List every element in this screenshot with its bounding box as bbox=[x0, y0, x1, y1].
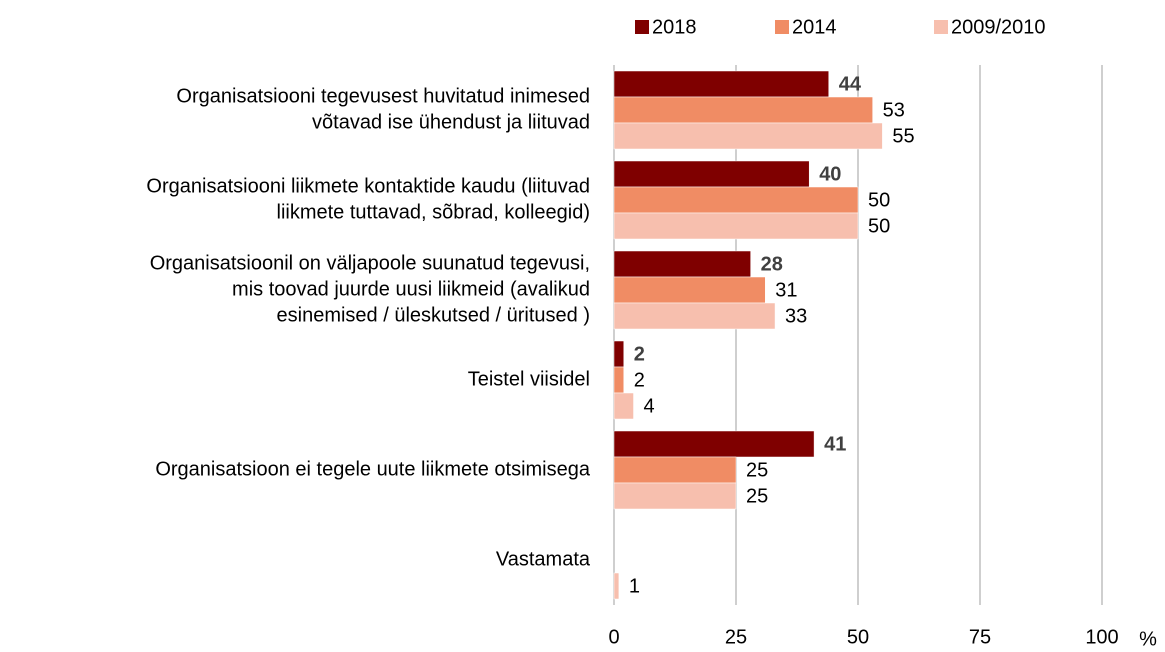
legend-swatch bbox=[775, 20, 789, 34]
category-label: Organisatsiooni tegevusest huvitatud ini… bbox=[176, 85, 590, 107]
x-tick-label: 25 bbox=[725, 626, 747, 648]
legend-swatch bbox=[635, 20, 649, 34]
data-label: 4 bbox=[644, 395, 655, 417]
data-label: 1 bbox=[629, 575, 640, 597]
x-tick-label: 100 bbox=[1085, 626, 1118, 648]
category-label: esinemised / üleskutsed / üritused ) bbox=[277, 304, 591, 326]
legend-label: 2018 bbox=[652, 16, 697, 38]
bar bbox=[613, 212, 859, 240]
x-tick-label: 75 bbox=[969, 626, 991, 648]
data-label: 55 bbox=[892, 125, 914, 147]
category-label: Vastamata bbox=[496, 548, 591, 570]
x-unit: % bbox=[1139, 628, 1157, 650]
x-tick-label: 0 bbox=[608, 626, 619, 648]
x-tick-label: 50 bbox=[847, 626, 869, 648]
category-label: Organisatsiooni liikmete kontaktide kaud… bbox=[146, 175, 590, 197]
data-label: 44 bbox=[839, 73, 862, 95]
data-label: 2 bbox=[634, 369, 645, 391]
legend-swatch bbox=[934, 20, 948, 34]
bar bbox=[613, 122, 883, 150]
data-label: 28 bbox=[761, 253, 783, 275]
legend-label: 2014 bbox=[792, 16, 837, 38]
data-label: 50 bbox=[868, 189, 890, 211]
bar bbox=[613, 340, 625, 368]
bar bbox=[613, 572, 620, 600]
bar bbox=[613, 302, 776, 330]
category-label: mis toovad juurde uusi liikmeid (avaliku… bbox=[232, 278, 590, 300]
bar bbox=[613, 276, 766, 304]
bar bbox=[613, 456, 737, 484]
data-label: 50 bbox=[868, 215, 890, 237]
data-label: 33 bbox=[785, 305, 807, 327]
data-label: 41 bbox=[824, 433, 846, 455]
category-label: Organisatsioonil on väljapoole suunatud … bbox=[150, 252, 590, 274]
legend-label: 2009/2010 bbox=[951, 16, 1046, 38]
bar bbox=[613, 250, 751, 278]
data-label: 53 bbox=[883, 99, 905, 121]
category-label: Teistel viisidel bbox=[468, 368, 590, 390]
data-label: 40 bbox=[819, 163, 841, 185]
category-label: Organisatsioon ei tegele uute liikmete o… bbox=[155, 458, 591, 480]
category-label: liikmete tuttavad, sõbrad, kolleegid) bbox=[277, 201, 591, 223]
data-label: 25 bbox=[746, 485, 768, 507]
data-label: 2 bbox=[634, 343, 645, 365]
bar bbox=[613, 186, 859, 214]
bar bbox=[613, 392, 634, 420]
category-label: võtavad ise ühendust ja liituvad bbox=[312, 111, 590, 133]
bar bbox=[613, 70, 829, 98]
bar bbox=[613, 366, 625, 394]
bar bbox=[613, 96, 873, 124]
data-label: 31 bbox=[775, 279, 797, 301]
data-label: 25 bbox=[746, 459, 768, 481]
bar bbox=[613, 482, 737, 510]
bar bbox=[613, 160, 810, 188]
bar bbox=[613, 430, 815, 458]
